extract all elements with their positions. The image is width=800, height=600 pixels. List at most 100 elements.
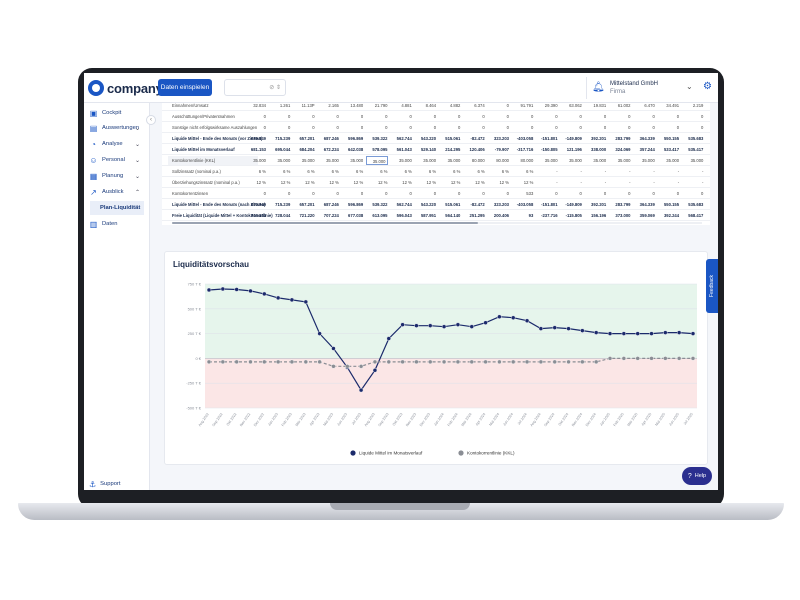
table-cell[interactable]: 80.000: [520, 158, 534, 163]
bell-icon[interactable]: 🔔︎: [592, 82, 605, 93]
table-cell: 550.155: [663, 202, 680, 207]
table-cell: 564.140: [445, 213, 461, 218]
chevron-down-icon[interactable]: ⌄: [686, 82, 693, 91]
sidebar-item-daten[interactable]: ▥ Daten: [84, 217, 150, 231]
sidebar-item-ausblick[interactable]: ↗ Ausblick ⌃: [84, 185, 150, 199]
table-cell: 515.061: [445, 136, 461, 141]
table-cell[interactable]: 35.000: [690, 158, 704, 163]
table-cell: 0: [263, 191, 266, 196]
data-point: [552, 325, 557, 330]
table-cell: 12 %: [329, 180, 339, 185]
help-button[interactable]: ? Help: [682, 467, 712, 485]
data-point: [524, 318, 530, 323]
planning-icon: ▦: [89, 171, 98, 181]
table-cell: 715.239: [275, 136, 291, 141]
table-horizontal-scrollbar[interactable]: [162, 221, 710, 225]
top-bar: companyon Daten einspielen ⊘ ⇕ 🔔︎ Mittel…: [84, 73, 718, 103]
table-cell[interactable]: 35.000: [365, 156, 388, 165]
table-cell: 11.13P: [301, 103, 315, 108]
data-point: [428, 359, 433, 365]
sidebar-item-cockpit[interactable]: ▣ Cockpit: [84, 106, 150, 120]
sidebar-item-plan-liquiditaet[interactable]: Plan-Liquidität: [90, 201, 144, 215]
table-cell: 0: [530, 125, 534, 130]
table-cell: 529.140: [420, 147, 437, 152]
table-cell: 0: [652, 114, 655, 119]
data-point: [206, 359, 212, 365]
table-cell: 0: [701, 191, 704, 196]
table-cell[interactable]: 35.000: [593, 158, 607, 163]
data-point: [621, 356, 627, 361]
data-point: [552, 359, 557, 365]
table-cell: 0: [312, 191, 315, 196]
table-cell[interactable]: 35.000: [277, 158, 291, 163]
sidebar-item-analyse[interactable]: ◔ Analyse ⌄: [84, 137, 150, 151]
x-tick-label: Nov 2022: [239, 412, 251, 427]
table-cell: 324.069: [615, 147, 631, 152]
scrollbar-thumb[interactable]: [172, 222, 478, 224]
table-cell[interactable]: 35.000: [641, 158, 655, 163]
data-point: [234, 287, 239, 292]
analysis-icon: ◔: [91, 139, 96, 149]
table-cell: 657.201: [299, 136, 315, 141]
data-point: [649, 331, 654, 336]
x-tick-label: Jan 2024: [433, 412, 445, 426]
table-cell: 32.834: [253, 103, 266, 108]
table-cell[interactable]: 35.000: [617, 158, 631, 163]
table-row: Sollzinssatz (nominal p.a.) 6 % 6 % 6 % 6 % 6…: [162, 166, 710, 177]
table-cell[interactable]: 35.000: [398, 158, 412, 163]
table-cell: -: [701, 169, 704, 174]
table-cell: 684.204: [299, 147, 315, 152]
table-cell: 550.155: [663, 136, 680, 141]
table-cell: 657.201: [299, 202, 315, 207]
data-point: [469, 359, 474, 365]
table-cell: 0: [287, 125, 291, 130]
table-cell: 0: [336, 191, 339, 196]
table-cell[interactable]: 35.000: [447, 158, 461, 163]
import-data-button[interactable]: Daten einspielen: [158, 79, 212, 96]
sidebar-item-planung[interactable]: ▦ Planung ⌄: [84, 169, 150, 183]
x-tick-label: Sep 2023: [377, 412, 389, 427]
period-select[interactable]: ⊘ ⇕: [224, 79, 286, 96]
table-cell[interactable]: 35.000: [423, 158, 437, 163]
x-tick-label: Okt 2022: [226, 412, 238, 426]
x-tick-label: Jul 2023: [351, 412, 362, 425]
table-cell: 0: [555, 191, 558, 196]
data-point: [414, 323, 419, 328]
feedback-button[interactable]: Feedback: [706, 259, 718, 313]
table-cell: 0: [458, 191, 461, 196]
gear-icon[interactable]: ⚙: [703, 81, 712, 92]
table-cell: 93: [528, 213, 534, 218]
x-tick-label: Jul 2025: [683, 412, 694, 425]
table-cell[interactable]: 80.000: [471, 158, 485, 163]
data-point: [262, 291, 267, 297]
table-cell[interactable]: 35.000: [666, 158, 680, 163]
data-point: [303, 299, 309, 305]
table-cell[interactable]: 35.000: [350, 158, 364, 163]
table-cell: 562.744: [396, 136, 412, 141]
row-label: Überziehungszinssatz (nominal p.a.): [172, 180, 240, 185]
table-cell[interactable]: 80.000: [496, 158, 509, 163]
table-row: Liquide Mittel im Monatsverlauf 681.153 69…: [162, 144, 710, 155]
chevron-down-icon: ⌄: [134, 157, 140, 164]
table-cell[interactable]: 35.000: [253, 158, 266, 163]
sidebar-item-personal[interactable]: ☺ Personal ⌄: [84, 153, 150, 167]
data-point: [386, 359, 391, 365]
sidebar-collapse-button[interactable]: ‹: [146, 115, 156, 125]
company-switcher[interactable]: Mittelstand GmbH Firma: [610, 80, 658, 96]
table-cell: 535.683: [688, 202, 704, 207]
data-point: [483, 320, 488, 325]
table-cell[interactable]: 35.000: [544, 158, 558, 163]
table-cell[interactable]: 35.000: [326, 158, 339, 163]
table-cell: 578.095: [372, 147, 388, 152]
sidebar-item-support[interactable]: ⚓︎ Support: [84, 479, 120, 489]
table-cell: 63.062: [569, 103, 582, 108]
table-cell: 0: [628, 114, 631, 119]
positive-zone: [205, 284, 697, 359]
table-cell[interactable]: 35.000: [569, 158, 582, 163]
data-point: [594, 330, 599, 335]
data-point: [386, 336, 391, 341]
sidebar-item-auswertungen[interactable]: ▤ Auswertungen ⌄: [84, 121, 150, 135]
table-row: Kontokorrentlinie (KKL) 35.000 35.000 35.00…: [162, 155, 710, 166]
table-cell: 670.849: [250, 136, 266, 141]
table-cell[interactable]: 35.000: [301, 158, 315, 163]
